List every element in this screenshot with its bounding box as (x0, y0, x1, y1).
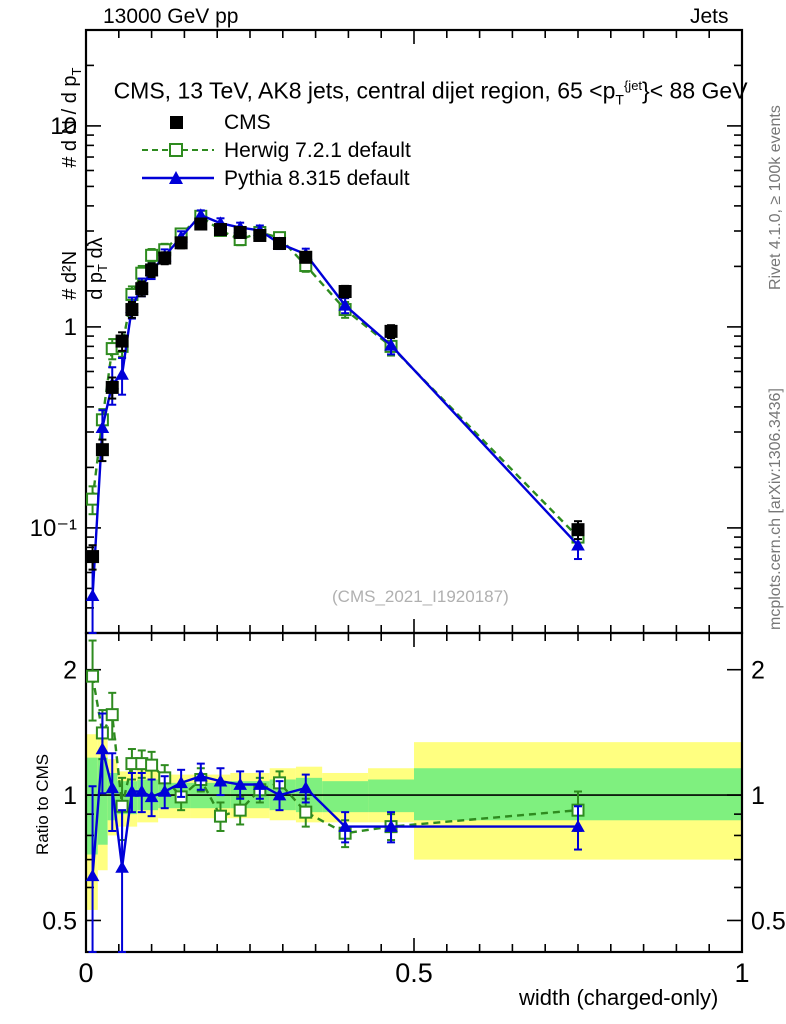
data-marker (115, 367, 129, 380)
data-marker (571, 523, 585, 537)
plot-title-tail: }< 88 GeV (642, 77, 748, 104)
plot-title: CMS, 13 TeV, AK8 jets, central dijet reg… (88, 56, 748, 129)
xtick-label: 1 (734, 958, 749, 988)
watermark: (CMS_2021_I1920187) (332, 587, 509, 606)
data-marker (338, 298, 352, 311)
data-marker (125, 784, 139, 797)
legend-marker-pythia (142, 171, 214, 184)
data-marker (125, 303, 139, 317)
data-marker (95, 742, 110, 755)
data-marker (194, 217, 208, 231)
data-marker (384, 324, 398, 338)
legend: CMS Herwig 7.2.1 default Pythia 8.315 de… (140, 108, 411, 192)
data-marker (571, 538, 585, 551)
legend-marker-herwig (142, 143, 214, 157)
plot-title-main: CMS, 13 TeV, AK8 jets, central dijet reg… (113, 77, 616, 104)
header-left-label: 13000 GeV pp (103, 5, 239, 28)
main-ytick-label: 10 (50, 113, 77, 140)
ratio-ytick-label-left: 1 (63, 782, 77, 810)
data-marker (338, 819, 352, 832)
data-marker (86, 492, 100, 506)
ratio-ytick-label-right: 2 (751, 657, 765, 685)
data-marker (115, 334, 129, 348)
data-marker (85, 588, 100, 601)
plot-title-sup: {jet (623, 78, 643, 93)
data-marker (174, 776, 188, 789)
legend-label-pythia: Pythia 8.315 default (224, 166, 410, 190)
series-line (91, 213, 579, 596)
data-marker (105, 708, 119, 722)
data-marker (299, 250, 313, 264)
data-marker (145, 263, 159, 277)
data-marker (213, 223, 227, 237)
data-marker (233, 777, 247, 790)
data-marker (384, 819, 398, 832)
ratio-ytick-label-right: 1 (751, 782, 765, 810)
data-marker (213, 774, 228, 787)
data-marker (193, 769, 208, 782)
series-line (91, 748, 578, 876)
main-ytick-label: 1 (64, 314, 77, 341)
legend-item-cms[interactable]: CMS (140, 108, 411, 136)
data-marker (158, 251, 172, 265)
data-marker (134, 784, 149, 797)
ratio-band-inner (97, 757, 108, 845)
data-marker (86, 669, 100, 683)
xtick-label: 0 (78, 958, 93, 988)
data-marker (338, 285, 352, 299)
data-marker (298, 781, 313, 794)
data-marker (174, 236, 188, 250)
data-marker (272, 788, 287, 801)
xtick-label: 0.5 (395, 958, 433, 988)
data-marker (253, 777, 267, 790)
series-line (91, 675, 579, 835)
ratio-ytick-label-left: 0.5 (42, 907, 77, 935)
main-ytick-label: 10⁻¹ (30, 515, 77, 542)
legend-item-herwig[interactable]: Herwig 7.2.1 default (140, 136, 411, 164)
ratio-ytick-label-right: 0.5 (751, 907, 786, 935)
data-marker (95, 420, 110, 434)
header-right-label: Jets (690, 5, 729, 28)
data-marker (157, 784, 172, 797)
data-marker (85, 868, 100, 882)
legend-label-cms: CMS (224, 110, 271, 134)
xaxis-label: width (charged-only) (519, 985, 719, 1010)
data-marker (115, 860, 129, 873)
ratio-ytick-label-left: 2 (63, 657, 77, 685)
data-marker (299, 805, 313, 819)
data-marker (213, 809, 227, 823)
data-marker (193, 208, 208, 221)
data-marker (571, 819, 585, 832)
data-marker (273, 236, 287, 250)
data-marker (145, 758, 159, 772)
data-marker (384, 338, 398, 351)
data-marker (105, 781, 120, 794)
data-marker (233, 225, 247, 239)
data-marker (135, 282, 149, 296)
ratio-band-inner (322, 781, 369, 813)
legend-item-pythia[interactable]: Pythia 8.315 default (140, 164, 411, 192)
legend-label-herwig: Herwig 7.2.1 default (224, 138, 411, 162)
data-marker (144, 790, 159, 803)
data-marker (86, 550, 100, 564)
data-marker (253, 228, 267, 242)
plot-title-sub: T (615, 91, 624, 108)
data-marker (233, 803, 247, 817)
data-marker (145, 248, 159, 262)
data-marker (95, 443, 109, 457)
data-marker (105, 380, 119, 394)
legend-marker-cms (170, 116, 183, 129)
